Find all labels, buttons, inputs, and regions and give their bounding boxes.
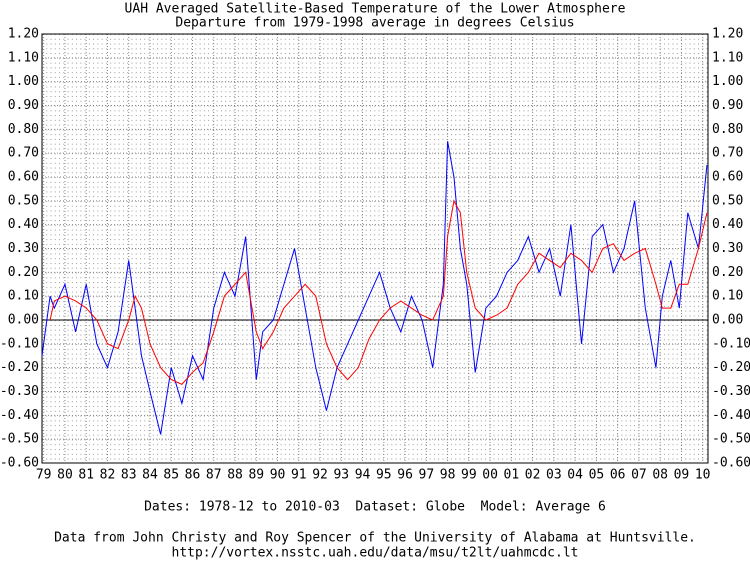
y-tick-label: 0.00 bbox=[8, 313, 39, 328]
x-tick-label: 82 bbox=[100, 468, 116, 483]
y-tick-label: -0.40 bbox=[0, 408, 39, 423]
x-tick-label: 04 bbox=[567, 468, 583, 483]
y2-tick-label: -0.10 bbox=[712, 336, 750, 351]
x-tick-label: 08 bbox=[652, 468, 668, 483]
x-tick-label: 85 bbox=[163, 468, 179, 483]
y-tick-label: 0.40 bbox=[8, 217, 39, 232]
y-tick-label: 0.60 bbox=[8, 170, 39, 185]
x-tick-label: 87 bbox=[206, 468, 222, 483]
y-tick-label: -0.60 bbox=[0, 456, 39, 471]
x-tick-label: 05 bbox=[589, 468, 605, 483]
y-tick-label: -0.10 bbox=[0, 336, 39, 351]
x-tick-label: 97 bbox=[419, 468, 435, 483]
y-tick-label: 1.20 bbox=[8, 27, 39, 42]
x-tick-label: 09 bbox=[674, 468, 690, 483]
x-tick-label: 84 bbox=[142, 468, 158, 483]
y2-tick-label: -0.30 bbox=[712, 384, 750, 399]
note: Dates: 1978-12 to 2010-03 Dataset: Globe… bbox=[144, 500, 606, 515]
x-tick-label: 83 bbox=[121, 468, 137, 483]
y2-tick-label: 0.00 bbox=[712, 313, 743, 328]
y-tick-label: 1.10 bbox=[8, 50, 39, 65]
y2-tick-label: 0.80 bbox=[712, 122, 743, 137]
chart-title: UAH Averaged Satellite-Based Temperature… bbox=[125, 2, 626, 17]
x-tick-label: 90 bbox=[270, 468, 286, 483]
x-tick-label: 89 bbox=[248, 468, 264, 483]
x-tick-label: 96 bbox=[397, 468, 413, 483]
y-tick-label: -0.30 bbox=[0, 384, 39, 399]
x-tick-label: 99 bbox=[461, 468, 477, 483]
y2-tick-label: 1.10 bbox=[712, 50, 743, 65]
y2-tick-label: 0.60 bbox=[712, 170, 743, 185]
y-tick-label: 0.80 bbox=[8, 122, 39, 137]
y2-tick-label: 0.20 bbox=[712, 265, 743, 280]
y2-tick-label: 0.30 bbox=[712, 241, 743, 256]
series-line bbox=[41, 141, 708, 435]
x-tick-label: 93 bbox=[333, 468, 349, 483]
y2-tick-label: -0.20 bbox=[712, 360, 750, 375]
x-tick-label: 07 bbox=[631, 468, 647, 483]
x-tick-label: 02 bbox=[525, 468, 541, 483]
x-tick-label: 95 bbox=[376, 468, 392, 483]
x-tick-label: 92 bbox=[312, 468, 328, 483]
x-tick-label: 98 bbox=[440, 468, 456, 483]
x-tick-label: 94 bbox=[355, 468, 371, 483]
y2-tick-label: 1.20 bbox=[712, 27, 743, 42]
y2-tick-label: -0.50 bbox=[712, 432, 750, 447]
plot-frame bbox=[41, 33, 709, 464]
x-tick-label: 03 bbox=[546, 468, 562, 483]
x-tick-label: 81 bbox=[78, 468, 94, 483]
y2-tick-label: 0.40 bbox=[712, 217, 743, 232]
x-tick-label: 80 bbox=[57, 468, 73, 483]
x-tick-label: 88 bbox=[227, 468, 243, 483]
x-tick-label: 79 bbox=[36, 468, 52, 483]
y2-tick-label: 1.00 bbox=[712, 74, 743, 89]
y-tick-label: 0.10 bbox=[8, 289, 39, 304]
x-tick-label: 01 bbox=[504, 468, 520, 483]
y-tick-label: 0.70 bbox=[8, 146, 39, 161]
y2-tick-label: -0.60 bbox=[712, 456, 750, 471]
y2-tick-label: -0.40 bbox=[712, 408, 750, 423]
y-tick-label: 0.20 bbox=[8, 265, 39, 280]
y2-tick-label: 0.10 bbox=[712, 289, 743, 304]
note: http://vortex.nsstc.uah.edu/data/msu/t2l… bbox=[172, 546, 579, 561]
y-tick-label: 0.90 bbox=[8, 98, 39, 113]
y-tick-label: -0.50 bbox=[0, 432, 39, 447]
chart-subtitle: Departure from 1979-1998 average in degr… bbox=[175, 16, 574, 31]
x-tick-label: 06 bbox=[610, 468, 626, 483]
y2-tick-label: 0.50 bbox=[712, 193, 743, 208]
x-tick-label: 91 bbox=[291, 468, 307, 483]
x-tick-label: 10 bbox=[695, 468, 711, 483]
y-tick-label: -0.20 bbox=[0, 360, 39, 375]
y-tick-label: 0.30 bbox=[8, 241, 39, 256]
x-tick-label: 00 bbox=[482, 468, 498, 483]
note: Data from John Christy and Roy Spencer o… bbox=[54, 531, 696, 546]
y2-tick-label: 0.70 bbox=[712, 146, 743, 161]
y-tick-label: 1.00 bbox=[8, 74, 39, 89]
y-tick-label: 0.50 bbox=[8, 193, 39, 208]
y2-tick-label: 0.90 bbox=[712, 98, 743, 113]
series-line bbox=[49, 199, 708, 385]
x-tick-label: 86 bbox=[185, 468, 201, 483]
